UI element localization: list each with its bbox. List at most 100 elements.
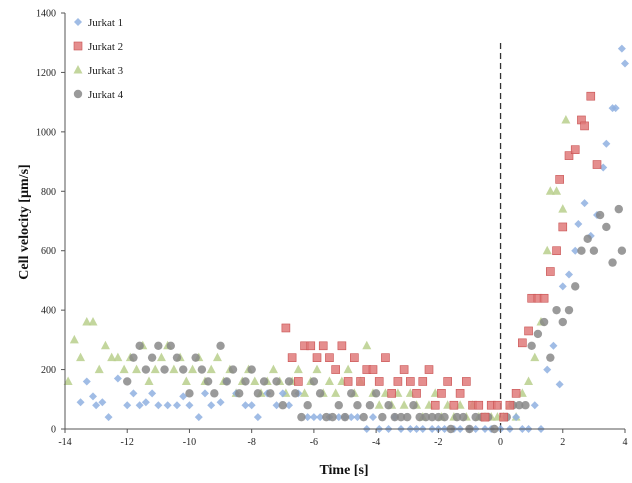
data-point: [524, 376, 534, 385]
data-point: [418, 377, 428, 386]
data-point: [555, 175, 564, 184]
x-axis-title: Time [s]: [319, 463, 368, 478]
data-point: [241, 401, 250, 410]
data-point: [570, 145, 580, 154]
data-point: [179, 365, 188, 374]
y-tick-label: 200: [41, 365, 56, 376]
data-point: [533, 329, 543, 339]
data-point: [328, 412, 337, 422]
data-point: [334, 413, 343, 422]
data-point: [129, 353, 138, 362]
data-point: [268, 364, 278, 374]
data-point: [278, 401, 287, 410]
data-point: [119, 364, 129, 374]
data-point: [499, 412, 508, 422]
data-point: [259, 377, 269, 386]
data-point: [281, 323, 291, 333]
data-point: [212, 352, 222, 362]
data-point: [521, 401, 530, 410]
data-point: [412, 389, 421, 398]
data-point: [294, 377, 303, 386]
data-point: [565, 270, 573, 279]
data-point: [247, 401, 256, 410]
data-point: [546, 353, 555, 362]
data-point: [471, 412, 480, 422]
data-point: [543, 365, 552, 374]
data-point: [589, 246, 599, 255]
data-point: [309, 413, 318, 422]
data-point: [561, 114, 571, 124]
data-point: [365, 401, 375, 410]
data-point: [293, 364, 303, 374]
data-point: [250, 376, 260, 385]
data-point: [396, 412, 406, 422]
data-point: [123, 377, 132, 386]
data-point: [421, 412, 431, 422]
data-point: [113, 374, 122, 383]
data-point: [188, 364, 198, 374]
data-point: [602, 139, 611, 148]
data-point: [312, 353, 322, 362]
x-tick-label: -6: [310, 437, 318, 448]
data-point: [107, 352, 117, 362]
data-point: [434, 412, 443, 422]
data-point: [571, 282, 580, 291]
data-point: [278, 389, 287, 398]
data-point: [474, 400, 484, 410]
data-point: [156, 352, 166, 362]
data-point: [403, 412, 412, 422]
data-point: [368, 365, 378, 374]
data-point: [76, 398, 85, 407]
data-point: [347, 413, 356, 422]
data-point: [210, 389, 219, 398]
data-point: [350, 353, 359, 362]
series-jurkat-4: [123, 204, 627, 434]
data-point: [592, 160, 602, 169]
data-point: [160, 365, 169, 374]
data-point: [285, 401, 293, 410]
data-point: [300, 388, 310, 397]
data-point: [266, 389, 275, 398]
y-tick-label: 1200: [36, 68, 56, 79]
data-point: [374, 377, 384, 386]
data-point: [480, 412, 490, 422]
data-point: [602, 222, 611, 232]
data-point: [141, 365, 151, 374]
data-point: [154, 401, 163, 410]
data-point: [511, 389, 521, 398]
data-point: [324, 376, 334, 385]
data-point: [82, 317, 92, 326]
data-point: [555, 380, 564, 389]
data-point: [545, 186, 555, 195]
x-tick-label: -12: [121, 437, 134, 448]
x-tick-label: -10: [183, 437, 196, 448]
data-point: [343, 377, 353, 386]
data-point: [539, 317, 549, 327]
legend-marker: [73, 41, 83, 51]
series-jurkat-2: [281, 91, 602, 422]
data-point: [518, 338, 527, 348]
data-point: [303, 401, 312, 410]
data-point: [580, 199, 589, 208]
data-point: [235, 389, 244, 398]
data-point: [443, 377, 452, 386]
x-tick-label: 4: [623, 437, 628, 448]
data-point: [455, 389, 465, 398]
data-point: [359, 412, 368, 422]
data-point: [334, 401, 343, 410]
data-point: [343, 364, 353, 374]
data-point: [203, 377, 213, 386]
data-point: [552, 305, 561, 315]
y-tick-label: 600: [41, 246, 56, 257]
data-point: [197, 365, 207, 374]
data-point: [216, 341, 225, 350]
data-point: [312, 364, 322, 374]
data-point: [148, 389, 157, 398]
data-point: [207, 401, 216, 410]
data-point: [574, 219, 583, 228]
data-point: [135, 401, 144, 410]
data-point: [399, 365, 409, 374]
data-point: [558, 317, 567, 327]
data-point: [315, 389, 325, 398]
data-point: [583, 234, 592, 244]
